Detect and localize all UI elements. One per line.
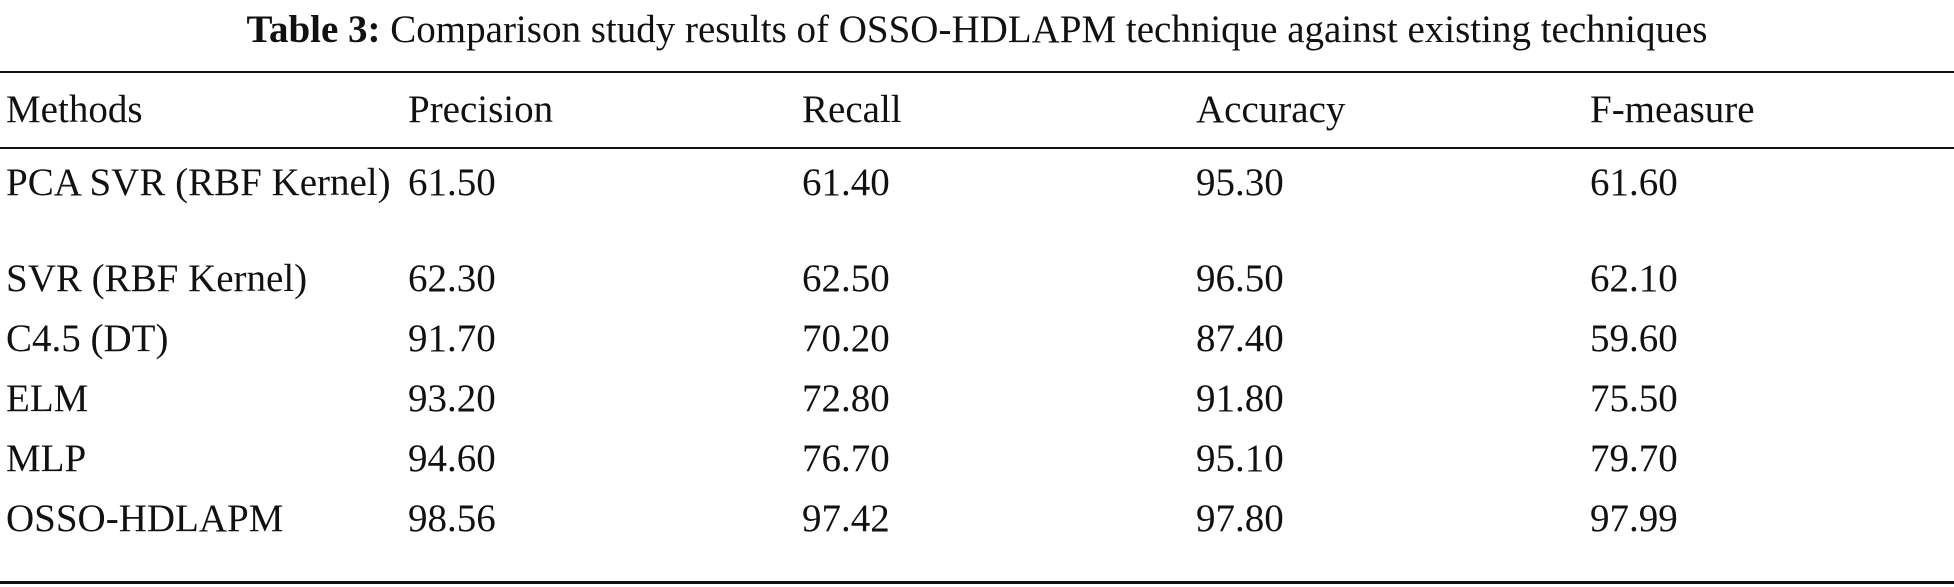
accuracy-cell: 97.80 <box>1196 497 1284 540</box>
recall-cell: 76.70 <box>802 437 890 480</box>
column-header-precision: Precision <box>408 88 554 131</box>
precision-cell: 91.70 <box>408 317 496 360</box>
precision-cell: 94.60 <box>408 437 496 480</box>
precision-cell: 62.30 <box>408 257 496 300</box>
accuracy-cell: 87.40 <box>1196 317 1284 360</box>
method-cell: ELM <box>6 377 89 420</box>
f-measure-cell: 61.60 <box>1590 161 1678 204</box>
table-caption-text: Comparison study results of OSSO-HDLAPM … <box>390 8 1708 51</box>
table-header-rule <box>0 147 1954 149</box>
f-measure-cell: 79.70 <box>1590 437 1678 480</box>
recall-cell: 62.50 <box>802 257 890 300</box>
precision-cell: 98.56 <box>408 497 496 540</box>
recall-cell: 97.42 <box>802 497 890 540</box>
table-caption-label: Table 3: <box>246 8 381 51</box>
method-cell: MLP <box>6 437 87 480</box>
column-header-accuracy: Accuracy <box>1196 88 1346 131</box>
method-cell: PCA SVR (RBF Kernel) <box>6 161 391 204</box>
table-row: ELM 93.20 72.80 91.80 75.50 <box>0 375 1954 435</box>
method-cell: C4.5 (DT) <box>6 317 169 360</box>
accuracy-cell: 95.30 <box>1196 161 1284 204</box>
header-row: Methods Precision Recall Accuracy F-meas… <box>0 73 1954 147</box>
column-header-recall: Recall <box>802 88 902 131</box>
recall-cell: 61.40 <box>802 161 890 204</box>
column-header-methods: Methods <box>6 88 143 131</box>
precision-cell: 93.20 <box>408 377 496 420</box>
recall-cell: 72.80 <box>802 377 890 420</box>
method-cell: OSSO-HDLAPM <box>6 497 284 540</box>
f-measure-cell: 97.99 <box>1590 497 1678 540</box>
accuracy-cell: 96.50 <box>1196 257 1284 300</box>
table-row: OSSO-HDLAPM 98.56 97.42 97.80 97.99 <box>0 495 1954 555</box>
accuracy-cell: 91.80 <box>1196 377 1284 420</box>
recall-cell: 70.20 <box>802 317 890 360</box>
table-row: C4.5 (DT) 91.70 70.20 87.40 59.60 <box>0 315 1954 375</box>
precision-cell: 61.50 <box>408 161 496 204</box>
f-measure-cell: 62.10 <box>1590 257 1678 300</box>
method-cell: SVR (RBF Kernel) <box>6 257 308 300</box>
table-row: SVR (RBF Kernel) 62.30 62.50 96.50 62.10 <box>0 255 1954 315</box>
table-row: MLP 94.60 76.70 95.10 79.70 <box>0 435 1954 495</box>
table-top-rule <box>0 71 1954 73</box>
accuracy-cell: 95.10 <box>1196 437 1284 480</box>
f-measure-cell: 59.60 <box>1590 317 1678 360</box>
table-row: PCA SVR (RBF Kernel) 61.50 61.40 95.30 6… <box>0 147 1954 255</box>
column-header-f-measure: F-measure <box>1590 88 1755 131</box>
table-caption: Table 3: Comparison study results of OSS… <box>0 0 1954 68</box>
f-measure-cell: 75.50 <box>1590 377 1678 420</box>
table-bottom-rule <box>0 581 1954 584</box>
results-table: Methods Precision Recall Accuracy F-meas… <box>0 73 1954 555</box>
